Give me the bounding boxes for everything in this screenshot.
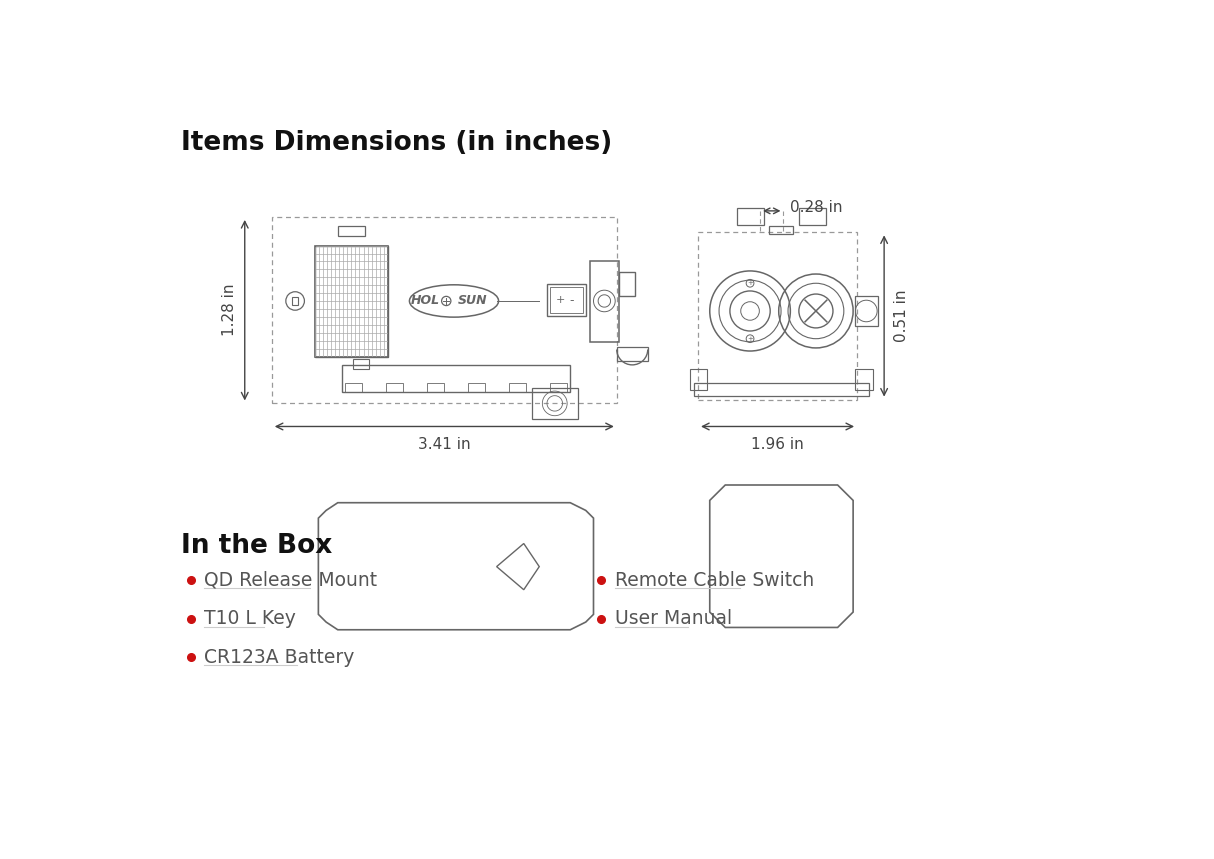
Text: 0.28 in: 0.28 in bbox=[789, 199, 843, 215]
Text: Items Dimensions (in inches): Items Dimensions (in inches) bbox=[181, 130, 612, 156]
Bar bbox=[855, 295, 878, 326]
Text: 1.28 in: 1.28 in bbox=[222, 284, 237, 337]
Bar bbox=[532, 388, 578, 419]
Bar bbox=[694, 382, 869, 397]
Bar bbox=[467, 382, 486, 392]
Bar bbox=[590, 261, 619, 342]
Text: In the Box: In the Box bbox=[181, 533, 333, 558]
Bar bbox=[770, 226, 793, 234]
Bar bbox=[386, 382, 403, 392]
Text: QD Release Mount: QD Release Mount bbox=[204, 571, 378, 590]
Text: SUN: SUN bbox=[458, 295, 488, 308]
Bar bbox=[353, 359, 369, 369]
Bar bbox=[617, 347, 648, 361]
Bar bbox=[691, 369, 708, 390]
Bar bbox=[314, 246, 388, 357]
Bar bbox=[799, 208, 826, 225]
Bar bbox=[272, 217, 617, 404]
Text: +: + bbox=[747, 336, 753, 342]
Bar bbox=[314, 246, 388, 357]
Text: 3.41 in: 3.41 in bbox=[418, 437, 471, 452]
Text: -: - bbox=[569, 294, 574, 307]
Bar bbox=[509, 382, 526, 392]
Bar bbox=[427, 382, 444, 392]
Text: T10 L Key: T10 L Key bbox=[204, 610, 296, 629]
Text: HOL: HOL bbox=[410, 295, 439, 308]
Text: +: + bbox=[747, 280, 753, 286]
Bar bbox=[619, 272, 635, 295]
Text: +: + bbox=[556, 295, 566, 305]
Bar bbox=[293, 297, 299, 305]
Text: User Manual: User Manual bbox=[615, 610, 732, 629]
Bar bbox=[341, 365, 571, 392]
Text: CR123A Battery: CR123A Battery bbox=[204, 648, 354, 667]
Text: 0.51 in: 0.51 in bbox=[894, 289, 908, 342]
Bar bbox=[737, 208, 764, 225]
Text: Remote Cable Switch: Remote Cable Switch bbox=[615, 571, 815, 590]
Bar bbox=[548, 284, 585, 316]
Bar bbox=[698, 233, 857, 399]
Bar bbox=[856, 369, 873, 390]
Bar bbox=[337, 226, 365, 236]
Bar bbox=[345, 382, 362, 392]
Text: 1.96 in: 1.96 in bbox=[751, 437, 804, 452]
Bar bbox=[550, 382, 567, 392]
Bar bbox=[550, 287, 583, 314]
